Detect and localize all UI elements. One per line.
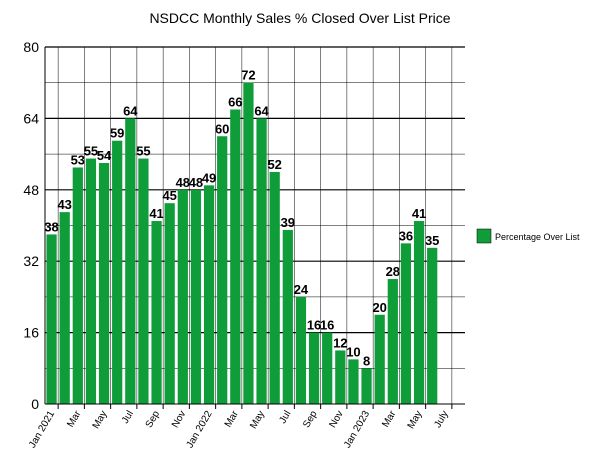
legend-label: Percentage Over List — [495, 232, 580, 242]
data-label: 55 — [84, 144, 98, 159]
bars — [46, 82, 438, 405]
bar — [295, 296, 307, 404]
y-tick-label: 32 — [23, 253, 39, 269]
bar — [59, 212, 70, 404]
data-label: 49 — [202, 170, 216, 185]
bar — [112, 140, 123, 404]
bar — [335, 350, 346, 404]
bar — [427, 247, 438, 404]
bar — [72, 167, 83, 404]
bar — [230, 109, 241, 404]
y-tick-label: 64 — [23, 110, 39, 126]
x-tick-label: Jan 2023 — [342, 409, 372, 451]
bar — [243, 82, 254, 404]
bar — [203, 185, 215, 404]
bar — [361, 368, 372, 404]
data-label: 72 — [241, 68, 255, 83]
axes — [44, 46, 465, 409]
data-label: 64 — [123, 103, 138, 118]
bar — [177, 189, 188, 404]
x-tick-label: Sep — [301, 409, 320, 430]
data-label: 28 — [386, 264, 400, 279]
x-tick-label: July — [432, 409, 450, 430]
x-tick-label: Jan 2021 — [27, 409, 57, 451]
bar — [256, 118, 267, 405]
bar — [164, 203, 175, 404]
data-label: 43 — [57, 197, 71, 212]
data-label: 55 — [136, 144, 150, 159]
bar — [217, 136, 228, 404]
y-tick-labels: 0 16 32 48 64 80 — [23, 39, 39, 412]
data-label: 24 — [294, 282, 309, 297]
bar — [98, 163, 110, 404]
data-label: 16 — [307, 318, 321, 333]
data-label: 45 — [162, 188, 176, 203]
data-label: 41 — [412, 206, 426, 221]
data-label: 39 — [281, 215, 295, 230]
bar — [151, 221, 162, 404]
data-label: 54 — [97, 148, 112, 163]
x-tick-label: Jan 2022 — [185, 409, 215, 451]
bar — [190, 189, 202, 404]
y-tick-label: 48 — [23, 182, 39, 198]
data-label: 66 — [228, 94, 242, 109]
x-tick-label: Mar — [223, 408, 241, 429]
chart-title: NSDCC Monthly Sales % Closed Over List P… — [149, 10, 450, 26]
x-tick-label: Mar — [380, 408, 398, 429]
y-tick-label: 80 — [23, 39, 39, 55]
data-label: 35 — [425, 233, 439, 248]
data-label: 36 — [399, 228, 413, 243]
data-label: 16 — [320, 318, 334, 333]
bar — [269, 171, 280, 404]
data-label: 12 — [333, 335, 347, 350]
x-tick-label: Jul — [120, 409, 136, 426]
data-label: 41 — [149, 206, 163, 221]
data-label: 10 — [346, 344, 360, 359]
data-labels: 3843535554596455414548484960667264523924… — [44, 68, 439, 369]
legend-swatch — [476, 228, 492, 244]
data-label: 64 — [254, 103, 269, 118]
bar — [46, 234, 57, 404]
data-label: 60 — [215, 121, 229, 136]
data-label: 59 — [110, 126, 124, 141]
legend: Percentage Over List — [476, 228, 580, 244]
bar — [85, 158, 97, 404]
bar — [413, 221, 425, 404]
x-tick-label: May — [248, 409, 267, 431]
bar — [322, 332, 333, 404]
x-tick-label: Nov — [170, 409, 188, 430]
x-tick-label: May — [91, 409, 110, 431]
bar — [374, 314, 385, 404]
y-tick-label: 16 — [23, 325, 39, 341]
data-label: 48 — [189, 175, 203, 190]
data-label: 53 — [71, 152, 85, 167]
x-tick-label: Nov — [327, 409, 345, 430]
x-tick-label: May — [406, 409, 425, 431]
data-label: 8 — [363, 353, 370, 368]
data-label: 38 — [44, 219, 58, 234]
bar — [348, 359, 359, 404]
bar — [308, 332, 320, 404]
bar — [138, 158, 149, 404]
data-label: 48 — [176, 175, 190, 190]
x-tick-label: Jul — [277, 409, 293, 426]
x-tick-label: Sep — [144, 409, 163, 430]
bar — [125, 118, 136, 405]
bar — [400, 243, 412, 404]
bar — [387, 279, 398, 404]
y-tick-label: 0 — [31, 396, 39, 412]
bar — [282, 229, 293, 404]
data-label: 52 — [267, 157, 281, 172]
x-tick-label: Mar — [65, 408, 83, 429]
data-label: 20 — [372, 300, 386, 315]
